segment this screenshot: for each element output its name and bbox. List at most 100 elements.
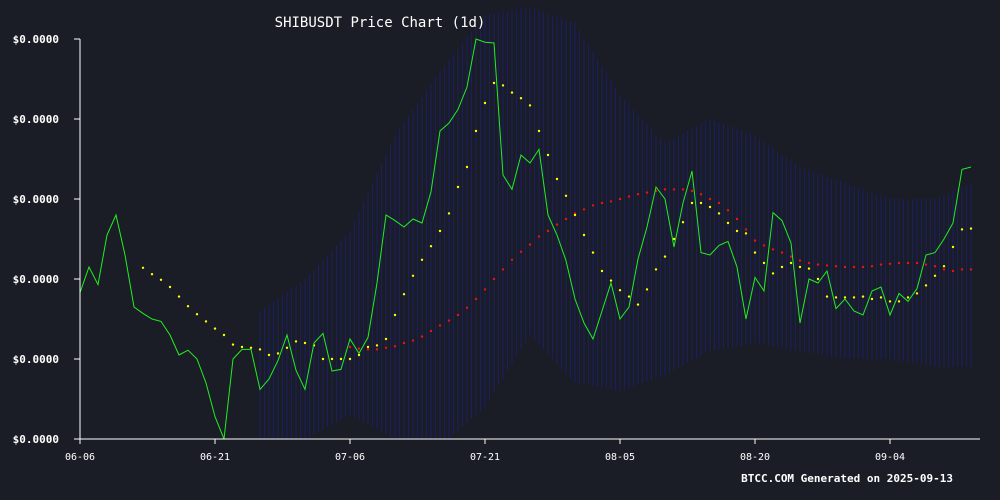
sma-long-point xyxy=(681,188,685,191)
sma-short-point xyxy=(744,232,748,235)
sma-long-point xyxy=(582,208,586,211)
sma-long-point xyxy=(798,259,802,262)
sma-long-point xyxy=(411,339,415,342)
sma-long-point xyxy=(510,258,514,261)
y-tick-label: $0.0000 xyxy=(13,33,59,46)
sma-short-point xyxy=(897,300,901,303)
sma-short-point xyxy=(816,277,820,281)
sma-long-point xyxy=(366,348,370,351)
x-tick-label: 08-05 xyxy=(605,452,635,463)
sma-short-point xyxy=(510,91,514,94)
sma-short-point xyxy=(141,266,145,269)
sma-long-point xyxy=(870,265,874,268)
sma-short-point xyxy=(411,274,415,277)
sma-short-point xyxy=(825,295,829,298)
sma-long-point xyxy=(438,324,442,327)
sma-short-point xyxy=(555,177,559,181)
sma-short-point xyxy=(285,346,289,349)
sma-short-point xyxy=(537,129,541,133)
x-tick-label: 07-06 xyxy=(335,452,365,463)
sma-long-point xyxy=(627,195,631,198)
sma-short-point xyxy=(888,300,892,303)
sma-long-point xyxy=(834,265,838,268)
sma-short-point xyxy=(879,296,883,299)
sma-long-point xyxy=(951,269,955,273)
sma-long-point xyxy=(771,248,775,251)
sma-short-point xyxy=(780,265,784,269)
sma-short-point xyxy=(654,268,658,271)
sma-short-point xyxy=(465,165,469,169)
sma-short-point xyxy=(591,251,595,254)
sma-short-point xyxy=(339,357,343,361)
sma-long-point xyxy=(618,197,622,201)
sma-long-point xyxy=(852,265,856,269)
sma-short-point xyxy=(204,320,208,323)
sma-short-point xyxy=(276,352,280,355)
sma-short-point xyxy=(933,274,937,277)
sma-long-point xyxy=(744,228,748,231)
sma-short-point xyxy=(663,255,667,258)
sma-short-point xyxy=(159,278,163,281)
sma-short-point xyxy=(771,272,775,275)
sma-long-point xyxy=(456,313,460,317)
sma-long-point xyxy=(636,193,640,196)
sma-short-point xyxy=(852,296,856,299)
sma-short-point xyxy=(330,357,334,361)
sma-long-point xyxy=(825,264,829,267)
sma-short-point xyxy=(870,297,874,301)
sma-long-point xyxy=(402,341,406,345)
sma-short-point xyxy=(402,293,406,296)
sma-long-point xyxy=(699,193,703,196)
sma-long-point xyxy=(726,209,730,212)
sma-long-point xyxy=(816,263,820,266)
x-tick-label: 07-21 xyxy=(470,452,500,463)
sma-short-point xyxy=(717,212,721,215)
sma-short-point xyxy=(186,305,190,308)
sma-short-point xyxy=(321,357,325,361)
sma-long-point xyxy=(645,191,649,194)
bollinger-bands xyxy=(259,7,972,439)
sma-long-point xyxy=(609,200,613,203)
sma-long-point xyxy=(474,297,478,301)
sma-long-point xyxy=(546,229,550,233)
sma-long-point xyxy=(384,346,388,349)
sma-short-point xyxy=(195,313,199,316)
y-tick-label: $0.0000 xyxy=(13,113,59,126)
sma-long-point xyxy=(906,261,910,265)
sma-short-point xyxy=(645,288,649,291)
sma-short-point xyxy=(483,101,487,105)
sma-short-point xyxy=(519,97,523,100)
sma-long-point xyxy=(348,345,352,349)
sma-short-point xyxy=(501,84,505,87)
y-tick-label: $0.0000 xyxy=(13,433,59,446)
sma-long-point xyxy=(591,204,595,207)
sma-long-point xyxy=(843,265,847,269)
axes: $0.0000 $0.0000 $0.0000 $0.0000 $0.0000 $0.00… xyxy=(13,33,980,463)
sma-short-point xyxy=(708,205,712,209)
sma-short-point xyxy=(843,296,847,299)
sma-short-point xyxy=(393,313,397,317)
sma-short-point xyxy=(492,81,496,85)
sma-short-point xyxy=(609,279,613,282)
sma-short-point xyxy=(168,285,172,289)
sma-long-point xyxy=(888,262,892,265)
sma-short-point xyxy=(357,353,361,357)
sma-short-point xyxy=(474,129,478,133)
sma-long-point xyxy=(600,201,604,205)
x-tick-label: 08-20 xyxy=(740,452,770,463)
sma-long-point xyxy=(807,261,811,265)
sma-short-point xyxy=(627,295,631,298)
price-line xyxy=(79,38,972,440)
sma-long-point xyxy=(483,288,487,291)
sma-short-point xyxy=(231,343,235,346)
sma-short-point xyxy=(366,345,370,349)
sma-long-point xyxy=(375,348,379,351)
sma-short-point xyxy=(546,153,550,157)
sma-short-point xyxy=(861,295,865,298)
sma-long-point xyxy=(789,255,793,258)
sma-short-point xyxy=(438,229,442,233)
sma-short-point xyxy=(456,185,460,189)
sma-short-point xyxy=(789,261,793,265)
sma-short-point xyxy=(735,229,739,233)
